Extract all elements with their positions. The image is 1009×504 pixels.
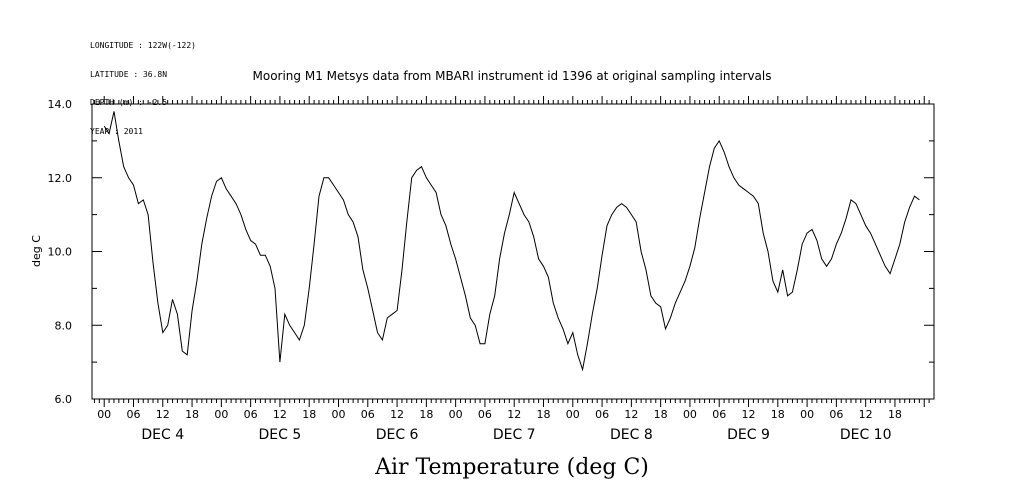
y-tick-label: 14.0 bbox=[48, 98, 73, 111]
x-day-label: DEC 4 bbox=[141, 427, 184, 443]
x-hour-label: 12 bbox=[156, 408, 170, 421]
x-hour-label: 06 bbox=[244, 408, 258, 421]
x-hour-label: 06 bbox=[361, 408, 375, 421]
x-hour-label: 12 bbox=[859, 408, 873, 421]
x-hour-label: 18 bbox=[771, 408, 785, 421]
x-hour-label: 00 bbox=[449, 408, 463, 421]
y-tick-label: 12.0 bbox=[48, 172, 73, 185]
x-day-label: DEC 10 bbox=[840, 427, 892, 443]
x-hour-label: 00 bbox=[97, 408, 111, 421]
x-hour-label: 00 bbox=[331, 408, 345, 421]
x-hour-label: 12 bbox=[273, 408, 287, 421]
y-tick-label: 6.0 bbox=[55, 393, 73, 406]
x-hour-label: 12 bbox=[507, 408, 521, 421]
x-hour-label: 00 bbox=[214, 408, 228, 421]
x-hour-label: 00 bbox=[683, 408, 697, 421]
x-hour-label: 18 bbox=[185, 408, 199, 421]
x-day-label: DEC 6 bbox=[376, 427, 419, 443]
year-label: YEAR : 2011 bbox=[90, 126, 143, 136]
chart-title: Mooring M1 Metsys data from MBARI instru… bbox=[253, 69, 772, 83]
x-hour-label: 18 bbox=[419, 408, 433, 421]
x-hour-label: 12 bbox=[742, 408, 756, 421]
x-hour-label: 06 bbox=[595, 408, 609, 421]
x-hour-label: 18 bbox=[302, 408, 316, 421]
y-axis: 6.0 8.0 10.0 12.0 14.0 bbox=[48, 98, 934, 406]
latitude-label: LATITUDE : 36.8N bbox=[90, 69, 168, 79]
x-hour-label: 06 bbox=[126, 408, 140, 421]
x-day-label: DEC 5 bbox=[259, 427, 302, 443]
series-line bbox=[103, 111, 920, 372]
x-hour-label: 06 bbox=[829, 408, 843, 421]
x-hour-label: 18 bbox=[888, 408, 902, 421]
y-tick-label: 10.0 bbox=[48, 246, 73, 259]
x-hour-label: 18 bbox=[537, 408, 551, 421]
x-day-label: DEC 7 bbox=[493, 427, 536, 443]
x-hour-label: 12 bbox=[624, 408, 638, 421]
x-hour-label: 00 bbox=[566, 408, 580, 421]
x-axis: 00 06 12 18 00 06 12 18 00 06 12 18 00 06 12 18 00 06 12 18… bbox=[93, 96, 930, 443]
x-axis-label: Air Temperature (deg C) bbox=[374, 455, 649, 480]
x-hour-label: 06 bbox=[478, 408, 492, 421]
x-day-label: DEC 9 bbox=[727, 427, 770, 443]
longitude-label: LONGITUDE : 122W(-122) bbox=[90, 41, 196, 50]
y-axis-label: deg C bbox=[30, 235, 43, 267]
x-day-label: DEC 8 bbox=[610, 427, 653, 443]
plot-frame bbox=[91, 103, 935, 400]
x-hour-label: 18 bbox=[654, 408, 668, 421]
x-hour-label: 06 bbox=[712, 408, 726, 421]
y-tick-label: 8.0 bbox=[55, 319, 73, 332]
x-hour-label: 12 bbox=[390, 408, 404, 421]
x-hour-label: 00 bbox=[800, 408, 814, 421]
